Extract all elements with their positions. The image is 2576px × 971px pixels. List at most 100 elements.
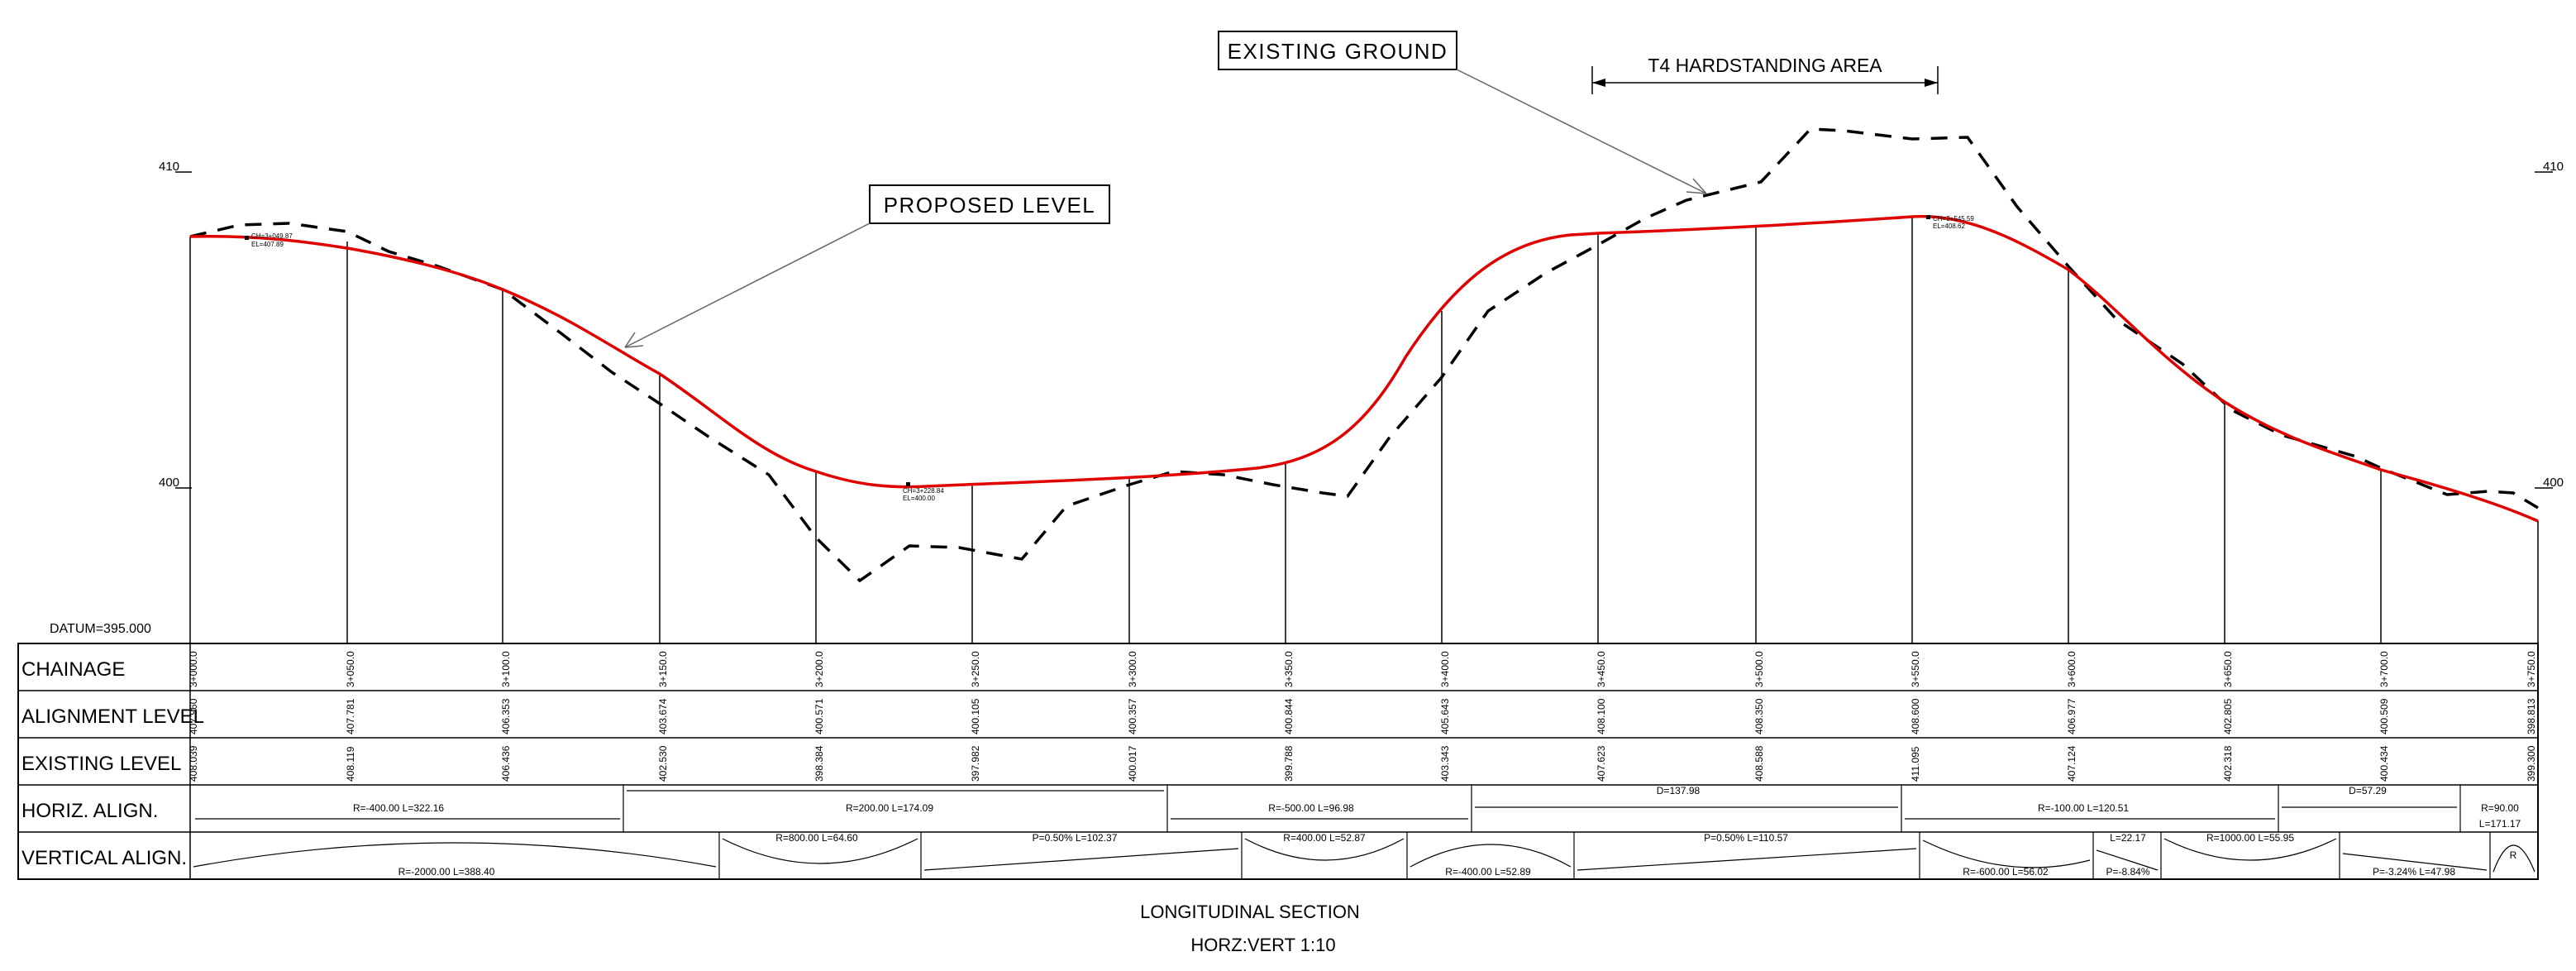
alignment-cell: 406.353 [500, 698, 512, 734]
chainage-cell: 3+650.0 [2222, 651, 2234, 687]
existing-cell: 408.588 [1753, 745, 1765, 782]
datum-label: DATUM=395.000 [50, 622, 151, 636]
vertical-cell: R=800.00 L=64.60 [775, 832, 858, 844]
existing-cell: 399.300 [2526, 745, 2537, 782]
hardstanding-dimension: T4 HARDSTANDING AREA [1591, 55, 1939, 94]
chainage-cell: 3+700.0 [2378, 651, 2390, 687]
alignment-level-values: 407.960 407.781 406.353 403.674 400.571 … [188, 698, 2537, 734]
horiz-cell: R=90.00 [2481, 802, 2519, 814]
alignment-cell: 408.350 [1753, 698, 1765, 734]
alignment-cell: 403.674 [657, 698, 669, 734]
ip-marker-1: CH=3+049.87 EL=407.89 [245, 232, 293, 248]
existing-cell: 399.788 [1283, 745, 1295, 782]
chainage-cell: 3+450.0 [1596, 651, 1607, 687]
existing-cell: 407.124 [2066, 745, 2077, 782]
chainage-cell: 3+100.0 [500, 651, 512, 687]
right-400-label: 400 [2543, 476, 2564, 490]
ip-marker-2: CH=3+228.84 EL=400.00 [903, 482, 944, 502]
alignment-cell: 408.100 [1596, 698, 1607, 734]
row-label-vertical: VERTICAL ALIGN. [21, 847, 187, 869]
proposed-level-callout: PROPOSED LEVEL [624, 184, 1110, 348]
chainage-cell: 3+150.0 [657, 651, 669, 687]
chainage-cell: 3+750.0 [2526, 651, 2537, 687]
ip1-chainage: CH=3+049.87 [251, 232, 293, 240]
vertical-align-row: R=-2000.00 L=388.40 R=800.00 L=64.60 P=0… [193, 832, 2535, 879]
ip3-level: EL=408.62 [1933, 222, 1965, 230]
horiz-cell: R=-500.00 L=96.98 [1268, 802, 1354, 814]
horiz-cell: D=57.29 [2349, 785, 2387, 796]
alignment-cell: 400.105 [970, 698, 981, 734]
alignment-cell: 400.509 [2378, 698, 2390, 734]
ip3-chainage: CH=3+545.59 [1933, 215, 1974, 222]
alignment-cell: 402.805 [2222, 698, 2234, 734]
horiz-cell: L=171.17 [2479, 818, 2521, 830]
existing-cell: 406.436 [500, 745, 512, 782]
vertical-cell: R=-600.00 L=56.02 [1963, 866, 2049, 878]
vertical-cell: L=22.17 [2110, 832, 2146, 844]
right-410-label: 410 [2543, 160, 2564, 174]
caption-scale: HORZ:VERT 1:10 [1190, 935, 1335, 955]
existing-cell: 402.318 [2222, 745, 2234, 782]
ip-marker-3: CH=3+545.59 EL=408.62 [1926, 215, 1974, 230]
vertical-cell: R=-2000.00 L=388.40 [398, 866, 495, 878]
chainage-cell: 3+000.0 [188, 651, 199, 687]
chainage-values: 3+000.0 3+050.0 3+100.0 3+150.0 3+200.0 … [188, 651, 2537, 687]
chainage-cell: 3+600.0 [2066, 651, 2077, 687]
alignment-cell: 400.844 [1283, 698, 1295, 734]
existing-cell: 403.343 [1439, 745, 1451, 782]
alignment-cell: 407.960 [188, 698, 199, 734]
alignment-cell: 408.600 [1910, 698, 1921, 734]
existing-cell: 408.119 [345, 746, 356, 782]
existing-cell: 400.434 [2378, 745, 2390, 782]
existing-cell: 411.095 [1910, 746, 1921, 782]
existing-level-values: 408.039 408.119 406.436 402.530 398.384 … [188, 745, 2537, 782]
alignment-cell: 406.977 [2066, 698, 2077, 734]
row-label-existing: EXISTING LEVEL [21, 753, 181, 775]
alignment-cell: 407.781 [345, 698, 356, 734]
ip2-level: EL=400.00 [903, 495, 935, 502]
existing-cell: 402.530 [657, 745, 669, 782]
horiz-cell: D=137.98 [1657, 785, 1701, 796]
proposed-level-label: PROPOSED LEVEL [884, 193, 1096, 218]
row-label-chainage: CHAINAGE [21, 658, 125, 681]
existing-cell: 397.982 [970, 745, 981, 782]
horiz-cell: R=-400.00 L=322.16 [353, 802, 444, 814]
vertical-cell: R [2510, 849, 2517, 861]
data-band: CHAINAGE ALIGNMENT LEVEL EXISTING LEVEL … [17, 643, 2539, 880]
row-label-alignment: ALIGNMENT LEVEL [21, 706, 204, 728]
alignment-cell: 398.813 [2526, 698, 2537, 734]
proposed-level-line [189, 214, 2539, 523]
vertical-cell: P=-3.24% L=47.98 [2373, 866, 2455, 878]
vertical-cell: P=-8.84% [2106, 866, 2149, 878]
vertical-cell: R=400.00 L=52.87 [1283, 832, 1366, 844]
chainage-cell: 3+350.0 [1283, 651, 1295, 687]
chainage-cell: 3+550.0 [1910, 651, 1921, 687]
existing-cell: 398.384 [813, 745, 825, 782]
alignment-cell: 400.571 [813, 698, 825, 734]
ip2-chainage: CH=3+228.84 [903, 487, 944, 495]
vertical-cell: R=1000.00 L=55.95 [2206, 832, 2294, 844]
horiz-cell: R=-100.00 L=120.51 [2038, 802, 2129, 814]
hardstanding-label: T4 HARDSTANDING AREA [1648, 55, 1882, 76]
chainage-cell: 3+300.0 [1127, 651, 1138, 687]
left-400-label: 400 [159, 476, 179, 490]
chainage-cell: 3+200.0 [813, 651, 825, 687]
left-level-axis: 410 400 [159, 160, 192, 490]
horiz-align-row: R=-400.00 L=322.16 R=200.00 L=174.09 R=-… [195, 785, 2521, 832]
vertical-cell: R=-400.00 L=52.89 [1445, 866, 1531, 878]
existing-ground-label: EXISTING GROUND [1228, 39, 1448, 64]
alignment-cell: 405.643 [1439, 698, 1451, 734]
alignment-cell: 400.357 [1127, 698, 1138, 734]
ip1-level: EL=407.89 [251, 241, 284, 248]
existing-cell: 400.017 [1127, 745, 1138, 782]
existing-ground-line [189, 127, 2539, 583]
chainage-cell: 3+250.0 [970, 651, 981, 687]
row-label-horiz: HORIZ. ALIGN. [21, 800, 158, 822]
existing-cell: 407.623 [1596, 745, 1607, 782]
existing-cell: 408.039 [188, 745, 199, 782]
vertical-cell: P=0.50% L=102.37 [1033, 832, 1118, 844]
left-410-label: 410 [159, 160, 179, 174]
existing-ground-callout: EXISTING GROUND [1218, 31, 1707, 194]
